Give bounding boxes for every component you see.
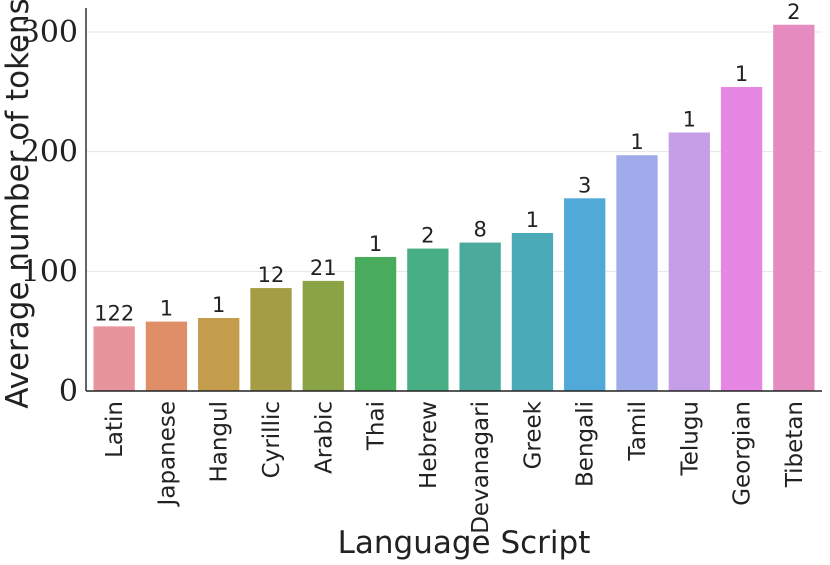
y-tick-label: 0 [59,374,78,409]
x-tick-label-telugu: Telugu [677,401,703,476]
y-axis-ticks: 0 100 200 300 [21,15,78,409]
bar-japanese [145,321,188,391]
bar-hebrew [407,248,449,391]
x-axis-ticks: Latin Japanese Hangul Cyrillic Arabic Thai Heb… [102,400,808,533]
x-tick-label-hebrew: Hebrew [416,401,442,489]
x-tick-label-japanese: Japanese [154,401,180,507]
bar-value-label-hebrew: 2 [421,224,434,248]
bar-value-label-telugu: 1 [683,107,696,131]
y-tick-label: 100 [21,254,78,289]
bar-value-label-arabic: 21 [310,256,337,280]
bar-cyrillic [250,288,292,391]
bar-value-label-devanagari: 8 [473,218,486,242]
bar-tibetan [773,24,815,391]
x-tick-label-greek: Greek [520,400,546,469]
bar-latin [93,326,135,391]
bar-hangul [198,317,240,391]
x-tick-label-hangul: Hangul [207,401,233,483]
y-axis-title: Average number of tokens [0,0,36,409]
bar-devanagari [459,242,501,391]
x-tick-label-tibetan: Tibetan [782,401,808,488]
bar-bengali [564,198,606,391]
bar-value-label-latin: 122 [94,301,134,325]
bar-value-label-hangul: 1 [212,293,225,317]
bar-telugu [668,132,710,391]
y-tick-label: 300 [21,15,78,50]
bar-value-label-georgian: 1 [735,62,748,86]
bar-arabic [302,280,344,391]
x-tick-label-devanagari: Devanagari [468,401,494,534]
bar-value-label-bengali: 3 [578,173,591,197]
x-tick-label-tamil: Tamil [625,401,651,462]
bar-georgian [720,86,763,392]
grid-lines [86,31,822,392]
bar-value-label-tibetan: 2 [787,0,800,24]
x-tick-label-cyrillic: Cyrillic [259,401,285,478]
bar-greek [511,233,554,391]
bar-value-label-thai: 1 [369,232,382,256]
x-tick-label-thai: Thai [364,401,390,451]
x-axis-title: Language Script [338,525,591,561]
bar-value-label-greek: 1 [526,208,539,232]
bar-tamil [616,155,658,391]
bars [93,24,815,392]
bar-value-label-tamil: 1 [630,130,643,154]
x-tick-label-bengali: Bengali [573,401,599,487]
bar-value-label-japanese: 1 [160,297,173,321]
bar-thai [354,256,397,391]
y-tick-label: 200 [21,135,78,170]
x-tick-label-latin: Latin [102,401,128,458]
x-tick-label-arabic: Arabic [311,401,337,474]
bar-value-label-cyrillic: 12 [258,263,285,287]
x-tick-label-georgian: Georgian [730,401,756,506]
